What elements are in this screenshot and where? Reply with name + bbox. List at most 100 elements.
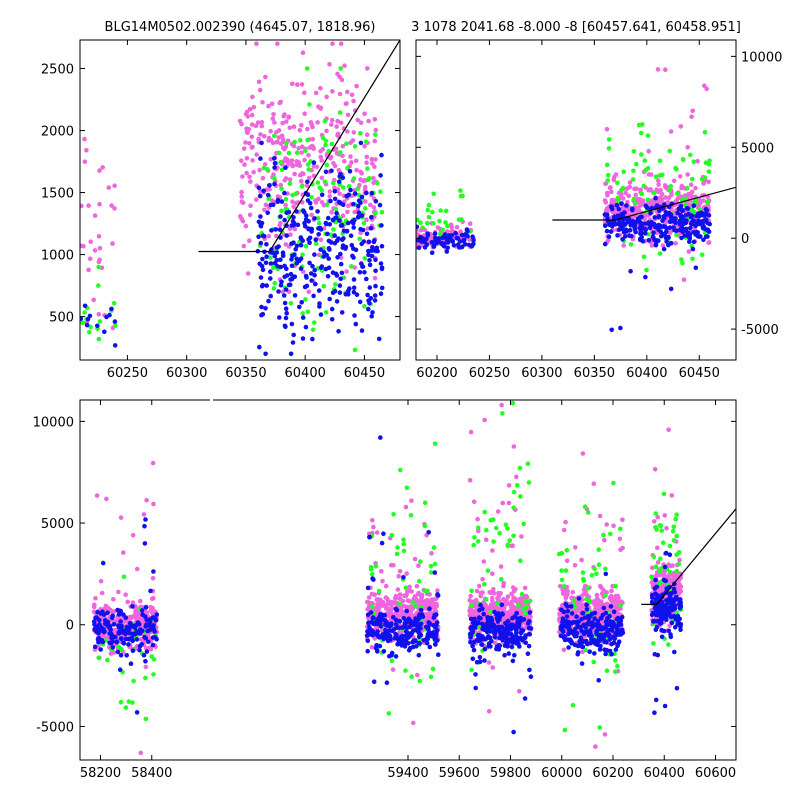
data-point [405, 634, 411, 639]
data-point [364, 132, 370, 137]
data-point [444, 249, 450, 254]
data-point [369, 644, 375, 650]
data-point [580, 623, 586, 629]
data-point [430, 666, 436, 672]
data-point [356, 210, 362, 215]
data-point [616, 206, 622, 212]
data-point [646, 220, 652, 226]
data-point [247, 238, 252, 243]
data-point [362, 206, 368, 211]
data-point [403, 629, 409, 634]
data-point [354, 167, 359, 173]
data-point [586, 616, 592, 622]
data-point [619, 192, 624, 198]
data-point [568, 637, 573, 642]
data-point [613, 647, 619, 652]
data-point [294, 243, 300, 249]
data-point [494, 646, 499, 652]
data-point [124, 653, 129, 658]
data-point [284, 233, 289, 238]
data-point [573, 626, 578, 632]
data-point [398, 467, 403, 473]
data-point [624, 203, 629, 208]
data-point [607, 613, 612, 619]
data-point [312, 252, 317, 257]
data-point [348, 140, 353, 145]
data-point [392, 595, 398, 601]
data-point [258, 132, 263, 137]
data-point [428, 674, 434, 680]
data-point [557, 583, 563, 589]
data-point [427, 644, 433, 650]
data-point [673, 216, 678, 221]
data-point [655, 67, 661, 72]
data-point [299, 300, 304, 305]
data-point [690, 246, 696, 252]
data-point [137, 627, 143, 632]
data-point [369, 190, 375, 196]
data-point [626, 193, 632, 199]
data-point [604, 126, 610, 132]
data-point [365, 292, 370, 298]
data-point [260, 100, 265, 105]
data-point [433, 642, 438, 647]
data-point [564, 614, 570, 619]
data-point [609, 641, 614, 647]
data-point [287, 181, 293, 186]
data-point [528, 674, 534, 679]
data-point [276, 289, 281, 294]
data-point [639, 191, 644, 197]
data-point [608, 531, 613, 537]
data-point [614, 598, 620, 604]
data-point [364, 599, 370, 605]
data-point [266, 138, 271, 143]
data-point [593, 641, 598, 647]
data-point [315, 120, 320, 125]
data-point [465, 228, 470, 234]
data-point [373, 283, 378, 289]
data-point [602, 223, 608, 228]
data-point [358, 177, 363, 182]
data-point [506, 651, 512, 656]
data-point [352, 191, 358, 196]
data-point [277, 315, 282, 320]
data-point [485, 617, 491, 622]
data-point [580, 644, 585, 650]
data-point [645, 133, 651, 138]
data-point [338, 66, 344, 71]
data-point [418, 220, 423, 225]
data-point [263, 260, 269, 266]
data-point [365, 638, 371, 644]
data-point [668, 286, 674, 292]
data-point [425, 207, 431, 213]
data-point [474, 604, 479, 610]
data-point [520, 637, 525, 643]
data-point [516, 623, 522, 628]
data-point [654, 584, 660, 590]
data-point [602, 212, 608, 217]
data-point [596, 678, 601, 683]
data-point [685, 172, 690, 177]
data-point [513, 633, 519, 639]
data-point [670, 563, 675, 568]
data-point [489, 589, 495, 595]
data-point [312, 267, 317, 273]
data-point [303, 243, 309, 249]
data-point [312, 320, 317, 325]
data-point [404, 620, 410, 625]
data-point [389, 601, 394, 606]
data-point [415, 617, 420, 623]
data-point [300, 336, 306, 341]
data-point [491, 625, 497, 631]
data-point [359, 241, 365, 247]
data-point [92, 644, 98, 650]
data-point [378, 261, 384, 266]
data-point [569, 621, 575, 626]
data-point [372, 117, 378, 122]
data-point [292, 252, 297, 257]
data-point [269, 228, 274, 233]
data-point [606, 137, 612, 142]
data-point [260, 311, 266, 317]
data-point [239, 194, 244, 199]
data-point [514, 630, 519, 635]
